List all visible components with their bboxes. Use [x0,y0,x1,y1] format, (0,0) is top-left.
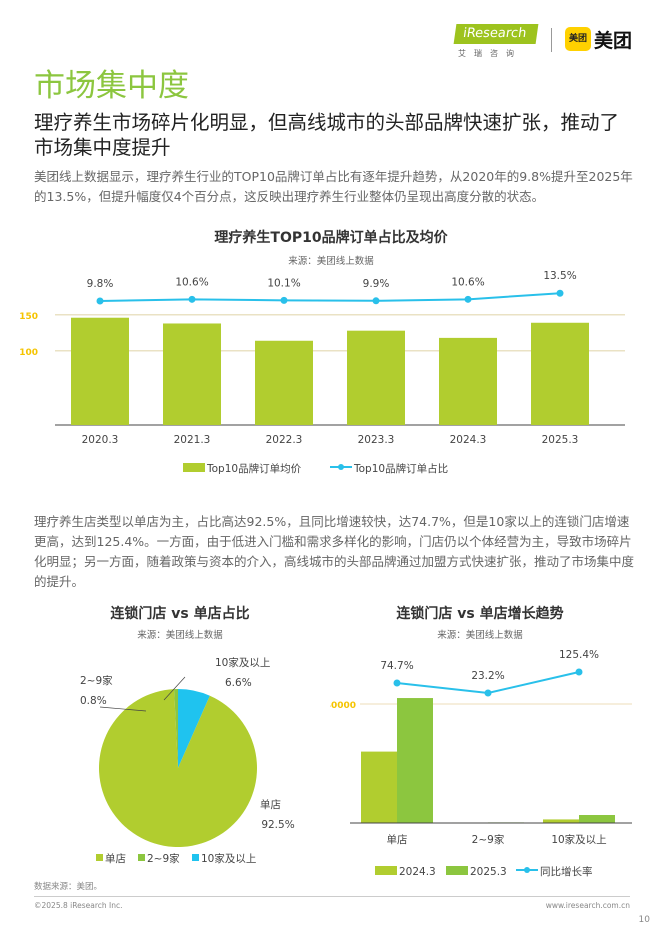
legend-label: Top10品牌订单均价 [206,462,302,475]
slice-name: 2~9家 [80,674,113,687]
legend-swatch [96,854,103,861]
data-label: 74.7% [380,660,413,672]
data-label: 23.2% [471,670,504,682]
line-point [464,295,472,303]
x-tick-label: 2022.3 [266,434,303,446]
iresearch-logo-sub: 艾瑞咨询 [458,49,522,58]
chart3-source: 来源：美团线上数据 [437,630,523,641]
leader-line [163,676,186,701]
legend-label: 单店 [105,852,126,865]
line-series [99,292,561,302]
line-point [575,668,583,676]
data-label: 9.9% [363,278,390,290]
footer-divider [34,896,630,897]
line-point [96,297,104,305]
legend-label: 10家及以上 [201,852,256,865]
paragraph-1: 美团线上数据显示，理疗养生行业的TOP10品牌订单占比有逐年提升趋势，从2020… [34,169,633,204]
copyright: ©2025.8 iResearch Inc. [34,901,123,910]
bar [255,340,313,425]
data-label: 10.6% [175,276,208,288]
pie-slice [174,689,178,768]
bar [531,322,589,425]
legend-marker [524,867,530,873]
legend-swatch [138,854,145,861]
legend-swatch [192,854,199,861]
data-label: 13.5% [543,270,576,282]
legend-marker [338,464,344,470]
slice-value: 92.5% [261,819,294,831]
line-point [484,689,492,697]
meituan-logo-text: 美团 [594,30,633,52]
bar [439,337,497,425]
x-tick-label: 单店 [387,833,408,846]
legend-swatch [375,866,397,875]
x-tick-label: 2025.3 [542,434,579,446]
chart1: 100 150 2020.3 2021.3 2022.3 2023.3 2024.3 2025… [19,270,625,475]
line-point [188,295,196,303]
x-tick-label: 2024.3 [450,434,487,446]
legend-label: Top10品牌订单占比 [353,462,448,475]
y-tick-label: 140000 [330,701,356,711]
page-subtitle: 理疗养生市场碎片化明显，但高线城市的头部品牌快速扩张，推动了市场集中度提升 [34,111,620,159]
x-tick-label: 10家及以上 [551,833,606,846]
data-label: 9.8% [87,278,114,290]
bar [543,819,579,823]
chart1-source: 来源：美团线上数据 [288,256,374,267]
line-point [372,297,380,305]
chart3: 140000 单店 2~9家 10家及以上 74.7% 23.2% 125.4% 2024.3… [330,649,632,878]
line-point [556,289,564,297]
legend-label: 2~9家 [147,852,180,865]
chart3-title: 连锁门店 vs 单店增长趋势 [396,606,564,622]
x-tick-label: 2023.3 [358,434,395,446]
chart2-source: 来源：美团线上数据 [137,630,223,641]
slice-value: 6.6% [225,677,252,689]
page-title: 市场集中度 [34,68,189,104]
leader-line [99,706,147,712]
meituan-logo-icon: 美团 [565,27,591,51]
slice-name: 10家及以上 [215,656,270,669]
bar [163,323,221,425]
line-point [280,296,288,304]
bar [71,317,129,425]
chart2: 单店 92.5% 2~9家 0.8% 10家及以上 6.6% 单店 2~9家 10家及以上 [80,656,295,865]
bar [347,330,405,425]
website-url: www.iresearch.com.cn [545,901,630,910]
data-label: 10.6% [451,276,484,288]
y-tick-label: 150 [19,312,38,322]
x-tick-label: 2~9家 [472,833,505,846]
bar [579,815,615,823]
data-label: 10.1% [267,277,300,289]
legend-label: 同比增长率 [540,865,593,878]
legend-swatch [446,866,468,875]
chart1-title: 理疗养生TOP10品牌订单占比及均价 [214,230,448,246]
page-number: 10 [638,915,650,925]
logo-divider [551,28,552,52]
pie-slice [178,689,210,768]
pie-slice [98,689,257,847]
legend-swatch [183,463,205,472]
y-tick-label: 100 [19,348,38,358]
iresearch-logo: iResearch [453,24,539,44]
legend-label: 2025.3 [470,866,507,878]
data-label: 125.4% [559,649,599,661]
bar [361,751,397,823]
chart2-title: 连锁门店 vs 单店占比 [110,606,250,622]
line-point [393,679,401,687]
slice-name: 单店 [260,798,281,811]
slice-value: 0.8% [80,695,107,707]
bar [397,698,433,823]
x-tick-label: 2021.3 [174,434,211,446]
x-tick-label: 2020.3 [82,434,119,446]
paragraph-2: 理疗养生店类型以单店为主，占比高达92.5%，且同比增速较快，达74.7%，但是… [34,514,635,589]
data-source-note: 数据来源：美团。 [34,882,103,892]
legend-label: 2024.3 [399,866,436,878]
